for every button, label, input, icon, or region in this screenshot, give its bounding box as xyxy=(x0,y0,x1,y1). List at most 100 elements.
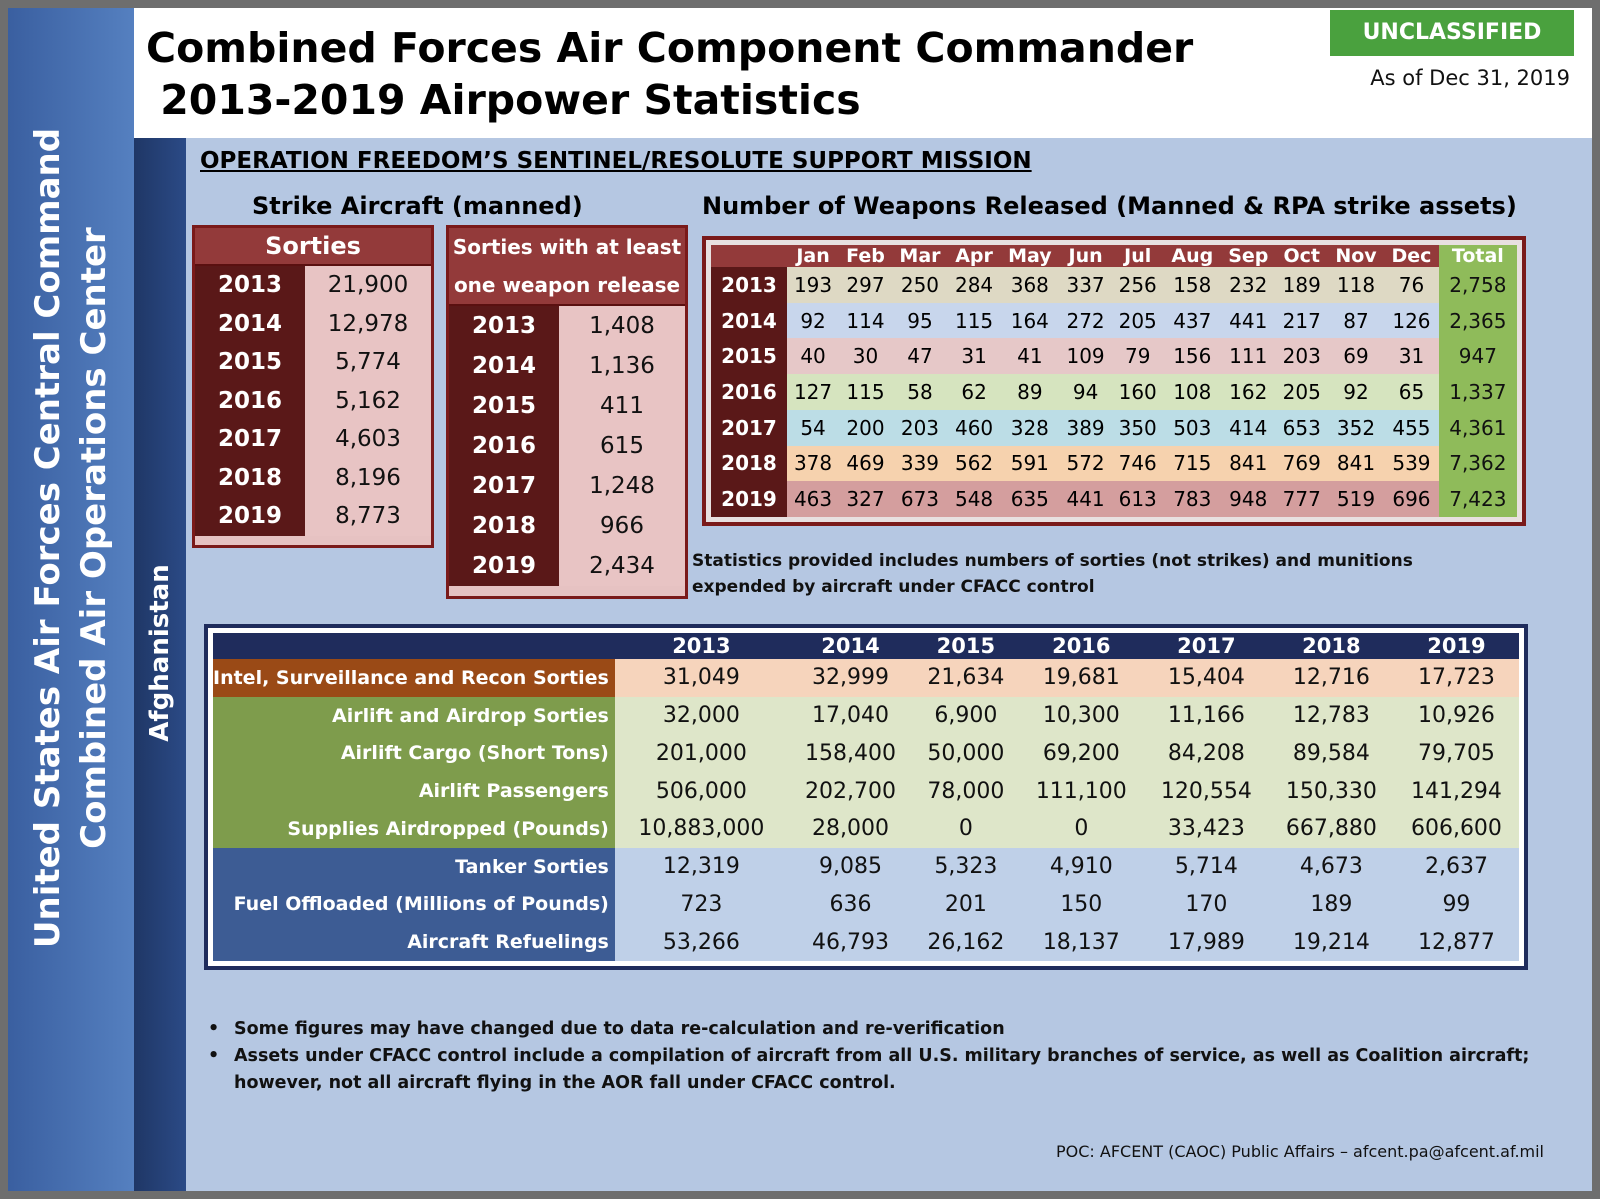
summary-row-label: Airlift Passengers xyxy=(213,772,615,810)
weapons-cell: 455 xyxy=(1384,409,1439,446)
sorties-value: 4,603 xyxy=(305,420,431,459)
weapons-cell: 441 xyxy=(1220,302,1276,339)
weapons-row-year: 2013 xyxy=(711,267,787,303)
weapons-cell: 769 xyxy=(1275,445,1328,482)
weapons-cell: 109 xyxy=(1059,338,1112,375)
summary-cell: 18,137 xyxy=(1018,923,1144,961)
weapons-cell: 232 xyxy=(1220,267,1276,303)
weapons-total-cell: 4,361 xyxy=(1438,409,1517,446)
weapon-release-row: 2018 966 xyxy=(449,506,685,546)
weapon-release-value: 1,136 xyxy=(559,346,685,386)
weapons-cell: 164 xyxy=(1000,302,1060,339)
weapons-row: 2018 378 469 339 562 591 572 746 715 841 769 841 539… xyxy=(711,445,1517,482)
weapon-release-year: 2017 xyxy=(449,466,559,506)
weapons-cell: 463 xyxy=(786,481,840,517)
summary-cell: 26,162 xyxy=(913,923,1019,961)
mission-title: OPERATION FREEDOM’S SENTINEL/RESOLUTE SU… xyxy=(200,148,1032,174)
weapons-cell: 746 xyxy=(1111,445,1164,482)
weapons-cell: 79 xyxy=(1111,338,1164,375)
summary-table: 2013 2014 2015 2016 2017 2018 2019 Intel, Surv… xyxy=(204,624,1528,970)
summary-cell: 15,404 xyxy=(1143,659,1269,697)
weapons-row: 2016 127 115 58 62 89 94 160 108 162 205 92 65 1,337 xyxy=(711,374,1517,410)
summary-cell: 53,266 xyxy=(614,923,788,961)
summary-cell: 4,910 xyxy=(1018,847,1144,886)
weapons-cell: 297 xyxy=(839,267,892,303)
strike-aircraft-title: Strike Aircraft (manned) xyxy=(252,192,583,220)
weapons-cell: 337 xyxy=(1059,267,1112,303)
summary-cell: 5,323 xyxy=(913,847,1019,886)
weapons-cell: 200 xyxy=(839,409,892,446)
summary-row-label: Fuel Offloaded (Millions of Pounds) xyxy=(213,885,615,924)
sorties-value: 8,196 xyxy=(305,458,431,497)
weapons-cell: 31 xyxy=(948,338,1001,375)
weapons-cell: 203 xyxy=(891,409,949,446)
weapons-cell: 653 xyxy=(1275,409,1328,446)
weapons-cell: 193 xyxy=(786,267,840,303)
weapons-cell: 562 xyxy=(948,445,1001,482)
poc-contact: POC: AFCENT (CAOC) Public Affairs – afce… xyxy=(1055,1142,1544,1161)
header: Combined Forces Air Component Commander … xyxy=(134,8,1592,138)
weapons-cell: 127 xyxy=(786,374,840,410)
weapon-release-row: 2014 1,136 xyxy=(449,346,685,386)
sorties-value: 21,900 xyxy=(305,266,431,305)
summary-cell: 10,883,000 xyxy=(614,810,788,848)
weapon-release-year: 2015 xyxy=(449,386,559,426)
weapons-cell: 635 xyxy=(1000,481,1060,517)
sorties-table: Sorties 2013 21,900 2014 12,978 2015 5,774 201… xyxy=(192,225,434,548)
weapons-total-cell: 7,423 xyxy=(1438,481,1517,517)
summary-year-header: 2013 xyxy=(614,633,788,659)
weapons-row-year: 2018 xyxy=(711,445,787,482)
summary-row: Supplies Airdropped (Pounds) 10,883,000 28… xyxy=(213,810,1519,848)
summary-cell: 189 xyxy=(1268,885,1394,924)
summary-cell: 12,877 xyxy=(1393,923,1519,961)
weapons-body: 2013 193 297 250 284 368 337 256 158 232 189 118 76 2… xyxy=(711,267,1517,517)
summary-year-header: 2019 xyxy=(1393,633,1519,659)
summary-row-label: Aircraft Refuelings xyxy=(213,923,615,961)
summary-row-label: Intel, Surveillance and Recon Sorties xyxy=(213,659,615,697)
weapons-column-header: Total xyxy=(1438,245,1517,267)
summary-cell: 31,049 xyxy=(614,659,788,697)
summary-year-header: 2015 xyxy=(913,633,1019,659)
weapons-column-header: Feb xyxy=(839,245,892,267)
weapons-cell: 414 xyxy=(1220,409,1276,446)
summary-year-header: 2016 xyxy=(1018,633,1144,659)
summary-cell: 201,000 xyxy=(614,734,788,773)
sorties-year: 2013 xyxy=(195,266,305,305)
weapons-cell: 256 xyxy=(1111,267,1164,303)
slide: United States Air Forces Central Command… xyxy=(8,8,1592,1191)
weapons-cell: 65 xyxy=(1384,374,1439,410)
sorties-row: 2014 12,978 xyxy=(195,304,431,343)
weapons-cell: 327 xyxy=(839,481,892,517)
weapons-cell: 89 xyxy=(1000,374,1060,410)
summary-cell: 120,554 xyxy=(1143,772,1269,810)
weapons-cell: 95 xyxy=(891,302,949,339)
summary-cell: 667,880 xyxy=(1268,810,1394,848)
weapons-column-header: Apr xyxy=(948,245,1001,267)
summary-cell: 2,637 xyxy=(1393,847,1519,886)
summary-row: Airlift and Airdrop Sorties 32,000 17,040 6… xyxy=(213,696,1519,735)
summary-cell: 69,200 xyxy=(1018,734,1144,773)
weapons-cell: 30 xyxy=(839,338,892,375)
sorties-year: 2015 xyxy=(195,343,305,382)
summary-row: Aircraft Refuelings 53,266 46,793 26,162 18,… xyxy=(213,923,1519,961)
weapons-cell: 503 xyxy=(1163,409,1221,446)
summary-cell: 202,700 xyxy=(787,772,913,810)
summary-cell: 0 xyxy=(913,810,1019,848)
classification-badge: UNCLASSIFIED xyxy=(1330,10,1574,56)
weapons-column-header: Sep xyxy=(1220,245,1276,267)
weapons-cell: 715 xyxy=(1163,445,1221,482)
weapon-release-row: 2019 2,434 xyxy=(449,546,685,586)
summary-row: Intel, Surveillance and Recon Sorties 31,… xyxy=(213,659,1519,697)
weapons-cell: 469 xyxy=(839,445,892,482)
weapon-release-row: 2017 1,248 xyxy=(449,466,685,506)
weapon-release-header-line-1: Sorties with at least xyxy=(452,235,682,259)
weapons-cell: 111 xyxy=(1220,338,1276,375)
weapons-cell: 441 xyxy=(1059,481,1112,517)
weapons-cell: 250 xyxy=(891,267,949,303)
weapons-row: 2014 92 114 95 115 164 272 205 437 441 217 87 126 2,3… xyxy=(711,302,1517,339)
weapons-column-header: Nov xyxy=(1327,245,1385,267)
weapons-cell: 40 xyxy=(786,338,840,375)
summary-cell: 17,040 xyxy=(787,696,913,735)
summary-corner-cell xyxy=(213,633,615,659)
sorties-value: 5,774 xyxy=(305,343,431,382)
